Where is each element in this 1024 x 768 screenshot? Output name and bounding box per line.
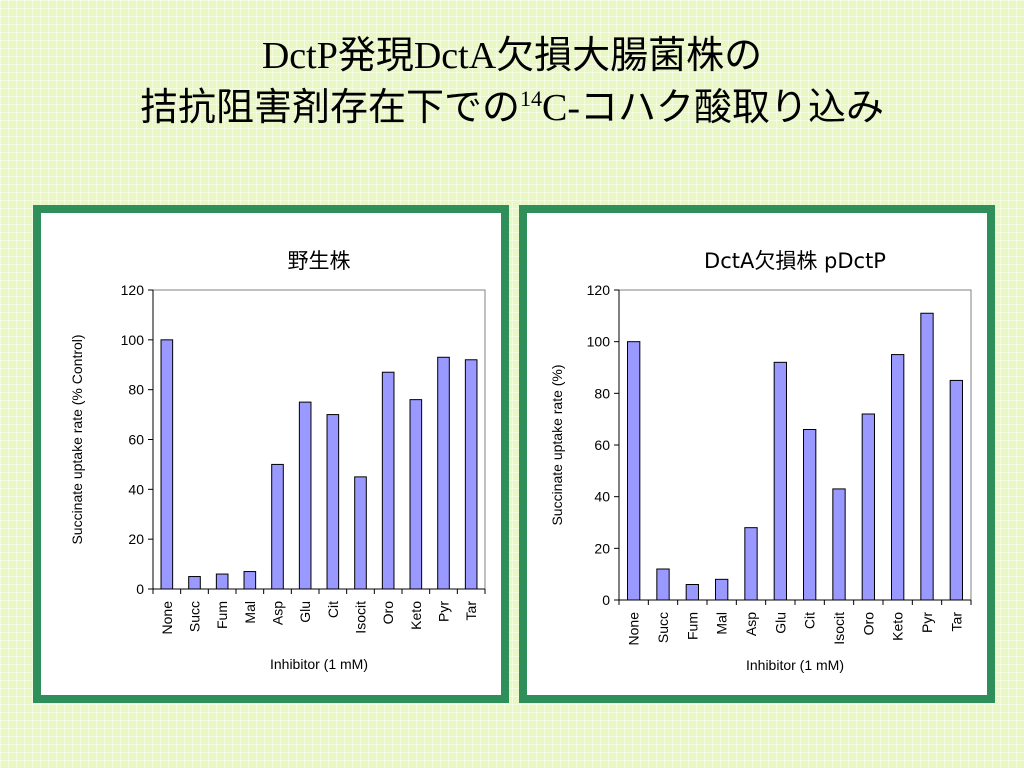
bar-pyr <box>437 356 450 590</box>
y-tick-label: 100 <box>121 332 145 348</box>
x-category-label: Cit <box>325 601 341 618</box>
bar-keto <box>409 399 423 590</box>
bar-tar <box>949 379 963 601</box>
x-category-label: Fum <box>684 612 700 640</box>
slide-title-line2-post: C-コハク酸取り込み <box>542 87 885 129</box>
bar-mal <box>243 571 257 590</box>
x-axis-title: Inhibitor (1 mM) <box>270 656 368 672</box>
chart-title: DctA欠損株 pDctP <box>704 249 886 273</box>
x-category-label: Succ <box>187 601 203 632</box>
y-tick-label: 40 <box>594 489 610 505</box>
x-category-label: Tar <box>463 601 479 621</box>
y-tick-label: 60 <box>128 432 144 448</box>
y-tick-label: 120 <box>121 282 145 298</box>
x-category-label: Fum <box>214 601 230 629</box>
bar-glu <box>298 401 312 590</box>
bar-keto <box>891 354 905 601</box>
x-category-label: None <box>159 601 175 635</box>
bar-isocit <box>354 476 367 590</box>
bar-cit <box>803 429 817 601</box>
bar-none <box>627 341 641 601</box>
bar-fum <box>215 573 229 590</box>
bar-succ <box>188 576 201 590</box>
plot-area-frame <box>152 289 486 590</box>
x-category-label: Pyr <box>436 601 452 622</box>
bar-pyr <box>920 312 934 601</box>
slide-title-superscript: 14 <box>520 86 542 111</box>
y-tick-label: 60 <box>594 437 610 453</box>
bar-oro <box>381 371 395 590</box>
bar-tar <box>464 359 478 590</box>
y-axis-title: Succinate uptake rate (%) <box>549 364 565 525</box>
x-category-label: Oro <box>860 612 876 636</box>
bar-fum <box>685 584 699 601</box>
y-tick-label: 20 <box>128 531 144 547</box>
slide-title-line2-pre: 拮抗阻害剤存在下での <box>139 87 520 129</box>
y-tick-label: 80 <box>594 385 610 401</box>
bar-mal <box>715 578 729 601</box>
y-tick-label: 40 <box>128 481 144 497</box>
x-category-label: Keto <box>408 601 424 630</box>
bar-none <box>160 339 174 590</box>
y-tick-label: 120 <box>587 282 611 298</box>
chart-wild-type: 野生株 0 20 40 60 80 100 120 None Succ Fum Mal Asp Glu Ci… <box>69 249 486 672</box>
bar-isocit <box>832 488 846 601</box>
x-category-label: Mal <box>242 601 258 624</box>
x-category-label: Mal <box>714 612 730 635</box>
x-category-label: Asp <box>270 601 286 625</box>
x-category-label: Glu <box>297 601 313 623</box>
y-tick-label: 0 <box>136 581 144 597</box>
x-category-label: Oro <box>380 601 396 625</box>
y-tick-label: 20 <box>594 540 610 556</box>
x-category-label: Asp <box>743 612 759 636</box>
chart-panel-wild-type: 野生株 0 20 40 60 80 100 120 None Succ Fum Mal Asp Glu Ci… <box>33 205 509 703</box>
y-axis-title: Succinate uptake rate (% Control) <box>69 334 85 544</box>
x-category-label: Tar <box>948 612 964 632</box>
y-tick-label: 80 <box>128 382 144 398</box>
bar-succ <box>656 568 670 601</box>
x-category-label: Succ <box>655 612 671 643</box>
bar-cit <box>326 414 340 590</box>
x-category-label: Keto <box>890 612 906 641</box>
x-category-label: Isocit <box>353 601 369 634</box>
y-tick-label: 0 <box>602 592 610 608</box>
bar-oro <box>861 413 875 601</box>
bar-glu <box>773 361 787 601</box>
chart-dcta-deficient: DctA欠損株 pDctP 0 20 40 60 80 100 120 None Succ Fum M… <box>549 249 972 673</box>
x-category-label: Isocit <box>831 612 847 645</box>
chart-panel-dcta-deficient: DctA欠損株 pDctP 0 20 40 60 80 100 120 None Succ Fum M… <box>519 205 995 703</box>
slide-title-line1: DctP発現DctA欠損大腸菌株の <box>261 35 763 77</box>
x-category-label: Cit <box>802 612 818 629</box>
x-axis-title: Inhibitor (1 mM) <box>746 657 844 673</box>
x-category-label: Pyr <box>919 612 935 633</box>
bar-asp <box>744 527 758 601</box>
slide-title: DctP発現DctA欠損大腸菌株の 拮抗阻害剤存在下での14C-コハク酸取り込み <box>0 30 1024 134</box>
x-category-label: Glu <box>772 612 788 634</box>
chart-title: 野生株 <box>288 249 351 273</box>
slide-title-line2: 拮抗阻害剤存在下での14C-コハク酸取り込み <box>0 82 1024 134</box>
y-tick-label: 100 <box>587 334 611 350</box>
plot-area-frame <box>618 289 972 601</box>
x-category-label: None <box>626 612 642 646</box>
bar-asp <box>271 463 284 590</box>
